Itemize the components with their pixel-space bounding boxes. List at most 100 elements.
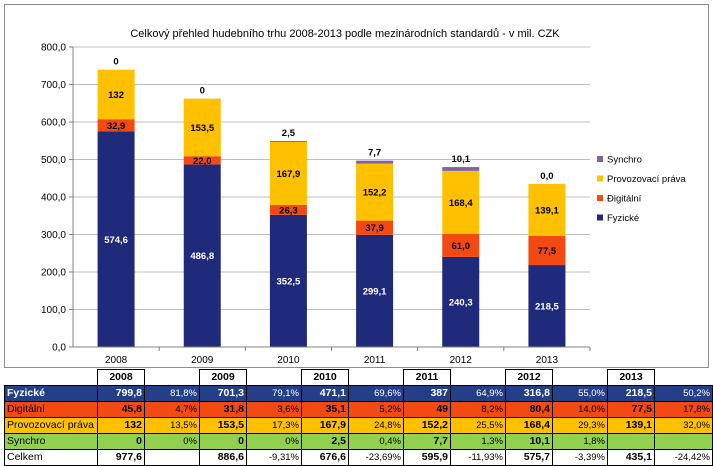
legend-label: Provozovací práva [607, 174, 686, 185]
table-share: 8,2% [450, 401, 506, 418]
data-label: 352,5 [277, 276, 301, 287]
data-table: 2008 2009 2010 2011 2012 2013 Fyzické 799,8 81,8… [4, 369, 713, 466]
bars [97, 69, 566, 347]
table-value: 387 [403, 385, 451, 402]
table-value: 0 [97, 433, 145, 450]
bar-2010-2 [269, 141, 307, 205]
data-label: 0,0 [540, 171, 553, 182]
x-tick-label: 2008 [105, 355, 128, 366]
bar-2009-1 [183, 156, 221, 165]
data-label: 0 [200, 86, 205, 97]
x-tick-label: 2012 [450, 355, 473, 366]
data-label: 132 [108, 90, 124, 101]
y-tick-label: 200,0 [41, 268, 66, 279]
chart-frame [4, 4, 709, 368]
legend-swatch [597, 175, 603, 182]
table-share: 17,8% [654, 401, 713, 418]
table-share: -24,42% [654, 449, 713, 466]
table-value: 10,1 [505, 433, 553, 450]
x-axis: 2008 2009 2010 2011 2012 2013 [73, 346, 591, 366]
y-tick-label: 100,0 [41, 305, 66, 316]
table-share: 4,7% [144, 401, 200, 418]
table-value: 35,1 [301, 401, 349, 418]
data-label: 26,3 [279, 205, 298, 216]
table-header-spacer [451, 370, 506, 386]
table-share: 32,0% [654, 417, 713, 434]
data-label: 240,3 [449, 297, 473, 308]
data-label: 168,4 [449, 198, 473, 209]
table-share: 13,5% [144, 417, 200, 434]
table-share [654, 433, 713, 450]
table-share: -23,69% [348, 449, 404, 466]
bar-2009-0 [183, 164, 221, 347]
table-year-header: 2012 [505, 369, 553, 386]
legend-swatch [597, 156, 603, 162]
table-value: 316,8 [505, 385, 553, 402]
bar-2011-0 [356, 234, 394, 347]
table-share: 0% [246, 433, 302, 450]
bar-2013-2 [528, 183, 566, 236]
table-value: 799,8 [97, 385, 145, 402]
bar-2010-3 [269, 141, 307, 142]
table-share: 14,0% [552, 401, 608, 418]
table-value: 132 [97, 417, 145, 434]
data-label: 61,0 [452, 241, 471, 252]
table-value: 435,1 [607, 449, 655, 466]
bar-2012-1 [442, 234, 480, 257]
table-header-spacer [349, 370, 404, 386]
table-value: 977,6 [97, 449, 145, 466]
table-share: 0% [144, 433, 200, 450]
data-label: 299,1 [363, 286, 387, 297]
data-label: 37,9 [365, 223, 384, 234]
table-share: 69,6% [348, 385, 404, 402]
table-value: 575,7 [505, 449, 553, 466]
table-header-spacer [247, 370, 302, 386]
legend-swatch [597, 214, 603, 221]
data-label: 22,0 [193, 156, 212, 167]
bar-2008-2 [97, 69, 135, 120]
gridlines [73, 46, 590, 348]
table-row: Digitální 45,8 4,7% 31,8 3,6% 35,1 5,2% 49 8,2% 8… [4, 401, 713, 418]
bar-2008-1 [97, 119, 135, 132]
table-header-spacer [655, 370, 713, 386]
table-share: 1,8% [552, 433, 608, 450]
bar-2011-1 [356, 220, 394, 235]
table-share: 64,9% [450, 385, 506, 402]
bar-2011-2 [356, 163, 394, 221]
bar-2013-0 [528, 265, 566, 347]
table-share: 24,8% [348, 417, 404, 434]
bar-2009-2 [183, 98, 221, 157]
table-share: 29,3% [552, 417, 608, 434]
table-value: 7,7 [403, 433, 451, 450]
data-label: 167,9 [277, 169, 301, 180]
data-label: 10,1 [452, 154, 471, 165]
table-corner [5, 370, 98, 386]
chart-title: Celkový přehled hudebního trhu 2008-2013… [130, 28, 560, 40]
legend-label: Ðigitální [607, 194, 642, 205]
table-row: Provozovací práva 132 13,5% 153,5 17,3% 167,9… [4, 417, 713, 434]
table-share: 79,1% [246, 385, 302, 402]
data-label: 486,8 [190, 251, 214, 262]
table-share: 3,6% [246, 401, 302, 418]
table-row: Fyzické 799,8 81,8% 701,3 79,1% 471,1 69,6% 387… [4, 385, 713, 402]
y-tick-label: 300,0 [41, 230, 66, 241]
table-header-spacer [553, 370, 608, 386]
table-value: 595,9 [403, 449, 451, 466]
x-tick-label: 2009 [191, 355, 214, 366]
table-header-spacer [145, 370, 200, 386]
table-value [607, 433, 655, 450]
data-label: 152,2 [363, 188, 387, 199]
data-label: 77,5 [538, 246, 557, 257]
table-year-header: 2010 [301, 369, 349, 386]
table-share: 81,8% [144, 385, 200, 402]
table-value: 168,4 [505, 417, 553, 434]
data-label: 7,7 [368, 148, 381, 159]
bar-2008-0 [97, 131, 135, 347]
table-value: 167,9 [301, 417, 349, 434]
data-label: 153,5 [190, 123, 214, 134]
table-value: 471,1 [301, 385, 349, 402]
table-value: 0 [199, 433, 247, 450]
data-labels: 574,6 32,9 132 0 486,8 22,0 153,5 0 352,5 26,3 167… [104, 57, 559, 313]
x-tick-label: 2013 [536, 355, 559, 366]
table-row-label: Provozovací práva [4, 417, 98, 434]
